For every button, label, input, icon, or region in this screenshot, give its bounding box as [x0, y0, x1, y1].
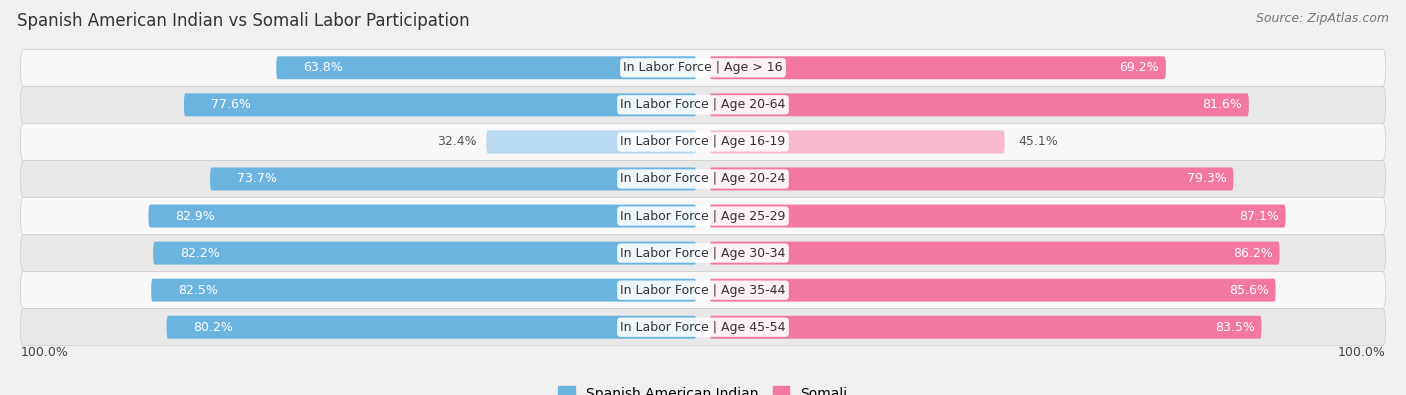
Text: In Labor Force | Age 16-19: In Labor Force | Age 16-19: [620, 135, 786, 149]
Text: 82.5%: 82.5%: [179, 284, 218, 297]
Text: 73.7%: 73.7%: [236, 173, 277, 186]
Text: 82.2%: 82.2%: [180, 246, 219, 260]
Legend: Spanish American Indian, Somali: Spanish American Indian, Somali: [553, 381, 853, 395]
FancyBboxPatch shape: [153, 242, 696, 265]
Text: In Labor Force | Age 35-44: In Labor Force | Age 35-44: [620, 284, 786, 297]
Text: 100.0%: 100.0%: [21, 346, 69, 359]
FancyBboxPatch shape: [21, 123, 1385, 160]
Text: In Labor Force | Age 45-54: In Labor Force | Age 45-54: [620, 321, 786, 334]
Text: 79.3%: 79.3%: [1187, 173, 1226, 186]
FancyBboxPatch shape: [276, 56, 696, 79]
FancyBboxPatch shape: [21, 198, 1385, 235]
FancyBboxPatch shape: [21, 49, 1385, 87]
FancyBboxPatch shape: [152, 278, 696, 302]
Text: 77.6%: 77.6%: [211, 98, 250, 111]
FancyBboxPatch shape: [710, 93, 1249, 117]
Text: 83.5%: 83.5%: [1215, 321, 1254, 334]
Text: Source: ZipAtlas.com: Source: ZipAtlas.com: [1256, 12, 1389, 25]
Text: In Labor Force | Age 20-24: In Labor Force | Age 20-24: [620, 173, 786, 186]
FancyBboxPatch shape: [209, 167, 696, 190]
Text: Spanish American Indian vs Somali Labor Participation: Spanish American Indian vs Somali Labor …: [17, 12, 470, 30]
Text: 81.6%: 81.6%: [1202, 98, 1241, 111]
FancyBboxPatch shape: [710, 316, 1261, 339]
FancyBboxPatch shape: [710, 205, 1285, 228]
Text: 63.8%: 63.8%: [304, 61, 343, 74]
FancyBboxPatch shape: [21, 308, 1385, 346]
FancyBboxPatch shape: [184, 93, 696, 117]
FancyBboxPatch shape: [486, 130, 696, 153]
FancyBboxPatch shape: [710, 130, 1005, 153]
FancyBboxPatch shape: [710, 56, 1166, 79]
FancyBboxPatch shape: [166, 316, 696, 339]
FancyBboxPatch shape: [21, 160, 1385, 198]
Text: 86.2%: 86.2%: [1233, 246, 1272, 260]
Text: In Labor Force | Age 20-64: In Labor Force | Age 20-64: [620, 98, 786, 111]
Text: In Labor Force | Age 30-34: In Labor Force | Age 30-34: [620, 246, 786, 260]
FancyBboxPatch shape: [21, 272, 1385, 308]
Text: 80.2%: 80.2%: [193, 321, 233, 334]
Text: In Labor Force | Age 25-29: In Labor Force | Age 25-29: [620, 209, 786, 222]
FancyBboxPatch shape: [710, 278, 1275, 302]
FancyBboxPatch shape: [21, 87, 1385, 123]
Text: 69.2%: 69.2%: [1119, 61, 1159, 74]
Text: 45.1%: 45.1%: [1018, 135, 1057, 149]
FancyBboxPatch shape: [149, 205, 696, 228]
Text: 82.9%: 82.9%: [176, 209, 215, 222]
Text: 87.1%: 87.1%: [1239, 209, 1279, 222]
Text: 100.0%: 100.0%: [1337, 346, 1385, 359]
FancyBboxPatch shape: [710, 167, 1233, 190]
FancyBboxPatch shape: [710, 242, 1279, 265]
Text: In Labor Force | Age > 16: In Labor Force | Age > 16: [623, 61, 783, 74]
Text: 32.4%: 32.4%: [437, 135, 477, 149]
FancyBboxPatch shape: [21, 235, 1385, 272]
Text: 85.6%: 85.6%: [1229, 284, 1268, 297]
